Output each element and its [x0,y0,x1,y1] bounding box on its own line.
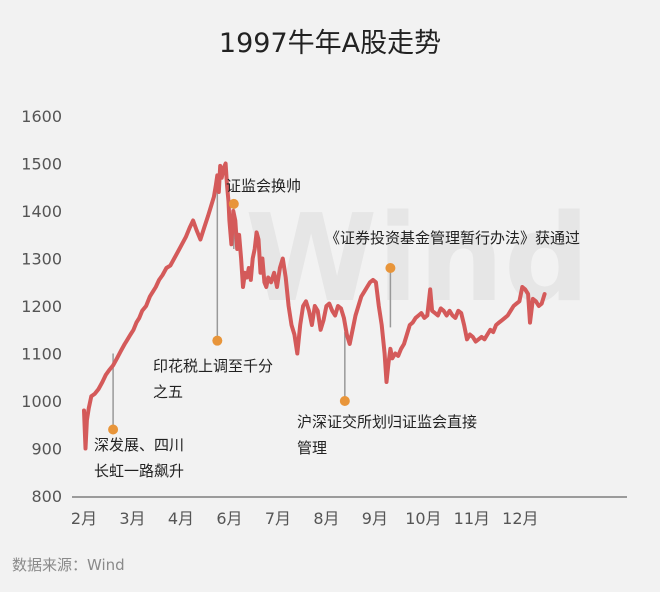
y-tick-label: 1600 [21,107,62,126]
annotation-markers [108,198,396,435]
x-tick-label: 12月 [502,509,538,528]
x-tick-label: 4月 [168,509,194,528]
y-tick-label: 1300 [21,250,62,269]
annotation-marker [385,263,396,273]
x-tick-label: 9月 [362,509,388,528]
x-tick-label: 2月 [71,509,97,528]
x-tick-label: 3月 [119,509,145,528]
x-tick-label: 11月 [454,509,490,528]
x-tick-label: 10月 [405,509,441,528]
watermark: Wind [245,190,590,329]
annotation-text: 长虹一路飙升 [94,462,184,480]
chart-title: 1997牛年A股走势 [219,28,441,59]
y-tick-label: 1200 [21,297,62,316]
annotation-text: 深发展、四川 [94,436,184,454]
annotation-marker [228,198,239,209]
y-tick-label: 800 [31,487,62,506]
annotation-marker [339,396,350,406]
data-source: 数据来源：Wind [12,556,125,574]
annotation-marker [108,424,119,435]
x-tick-label: 6月 [216,509,242,528]
y-tick-label: 1000 [21,392,62,411]
annotation-text: 之五 [153,383,183,401]
annotation-text: 证监会换帅 [226,177,301,195]
y-axis-ticks: 800 900 1000 1100 1200 1300 1400 1500 1600 [21,107,62,506]
y-tick-label: 1400 [21,202,62,221]
annotation-text: 印花税上调至千分 [153,357,273,375]
series-line [82,161,547,451]
y-tick-label: 1100 [21,345,62,364]
x-tick-label: 8月 [313,509,339,528]
annotation-text: 沪深证交所划归证监会直接 [297,413,477,431]
x-axis-ticks: 2月 3月 4月 6月 7月 8月 9月 10月 11月 12月 [71,509,539,528]
y-tick-label: 1500 [21,155,62,174]
y-tick-label: 900 [31,440,62,459]
annotation-text: 《证券投资基金管理暂行办法》获通过 [325,229,580,247]
x-tick-label: 7月 [265,509,291,528]
annotation-text: 管理 [297,439,327,457]
annotation-marker [212,335,223,346]
